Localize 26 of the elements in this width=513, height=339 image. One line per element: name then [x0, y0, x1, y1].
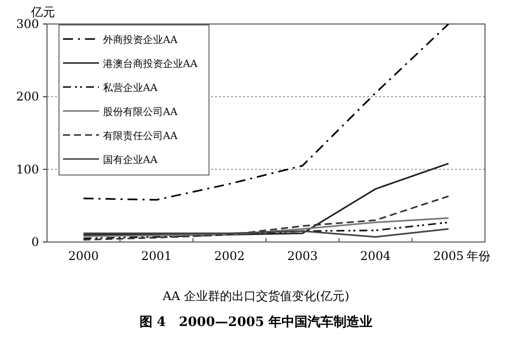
legend-label: 私营企业AA	[103, 82, 158, 94]
line-series	[82, 195, 450, 241]
x-axis-title: 年份	[466, 249, 490, 263]
line-series	[82, 222, 450, 240]
line-series	[82, 23, 450, 201]
x-tick-label: 2005	[433, 249, 464, 263]
legend-label: 股份有限公司AA	[103, 106, 178, 118]
y-tick-label: 0	[31, 235, 39, 249]
line-series	[82, 162, 450, 236]
y-tick-label: 200	[16, 90, 39, 104]
line-series	[82, 228, 450, 238]
x-tick-label: 2003	[287, 249, 318, 263]
y-tick-label: 100	[16, 162, 39, 176]
legend-label: 港澳台商投资企业AA	[103, 58, 198, 70]
text: AA 企业群的出口交货值变化(亿元)	[162, 289, 350, 303]
x-tick-label: 2002	[214, 249, 245, 263]
x-tick-label: 2000	[68, 249, 99, 263]
x-tick-label: 2004	[360, 249, 392, 263]
y-tick-label: 300	[16, 17, 39, 31]
y-axis-title: 亿元	[30, 5, 55, 19]
x-tick-label: 2001	[141, 249, 172, 263]
line-series	[82, 217, 450, 237]
text: 图 4 2000—2005 年中国汽车制造业	[139, 314, 373, 330]
legend-label: 国有企业AA	[103, 154, 158, 166]
legend-label: 外商投资企业AA	[103, 34, 178, 46]
legend-label: 有限责任公司AA	[103, 130, 178, 142]
